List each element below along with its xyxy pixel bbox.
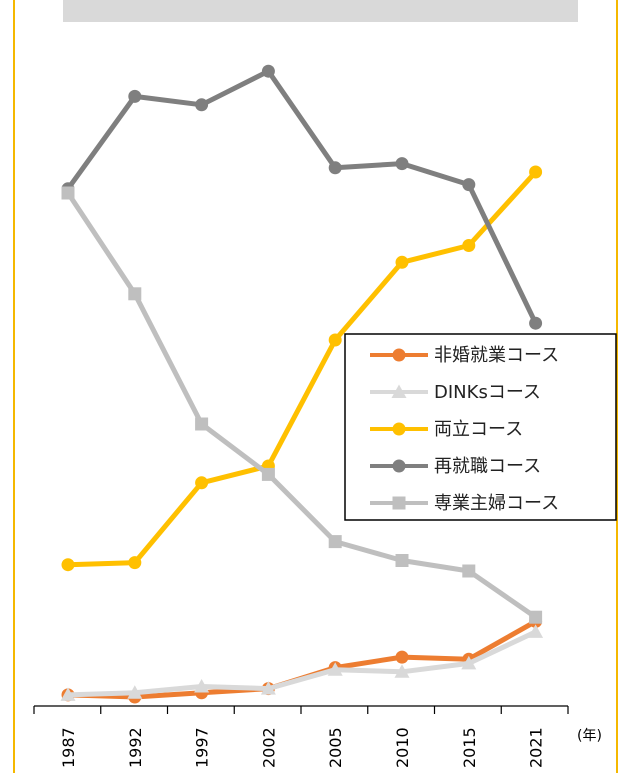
data-point: [60, 687, 76, 701]
data-point: [462, 564, 476, 578]
x-tick-label: 1997: [193, 727, 212, 768]
legend-marker: [391, 384, 407, 398]
data-point: [395, 255, 409, 269]
series-line: [67, 170, 538, 568]
series-layer: [60, 64, 544, 704]
data-point: [195, 98, 209, 112]
data-point: [195, 417, 209, 431]
series-line: [65, 68, 538, 325]
x-axis-unit-label: (年): [577, 728, 602, 744]
data-point: [127, 685, 143, 699]
legend-label: 両立コース: [434, 419, 523, 440]
data-point: [61, 558, 75, 572]
x-tick-label: 2010: [393, 727, 412, 768]
data-point: [462, 178, 476, 192]
data-point: [461, 655, 477, 670]
data-point: [328, 161, 342, 175]
legend-label: 非婚就業コース: [434, 345, 559, 366]
data-point: [528, 624, 544, 638]
x-tick-label: 1992: [126, 727, 145, 768]
data-point: [194, 679, 210, 693]
data-point: [128, 287, 142, 301]
legend-label: 再就職コース: [434, 456, 541, 477]
series-square: [61, 186, 543, 624]
data-point: [261, 64, 275, 78]
data-point: [261, 467, 275, 481]
x-tick-label: 2021: [527, 727, 546, 768]
data-point: [128, 556, 142, 570]
title-banner: [63, 0, 578, 22]
data-point: [529, 610, 543, 624]
data-point: [529, 316, 543, 330]
data-point: [395, 650, 409, 664]
legend-marker: [392, 348, 406, 362]
legend-label: DINKsコース: [434, 382, 541, 403]
data-point: [395, 554, 409, 567]
legend-marker: [392, 422, 406, 436]
data-point: [462, 239, 476, 252]
data-point: [128, 89, 142, 103]
x-tick-label: 1987: [59, 727, 78, 768]
series-circle: [61, 64, 543, 330]
legend-label: 専業主婦コース: [434, 493, 559, 514]
right-frame-border: [616, 0, 618, 773]
x-tick-label: 2005: [326, 727, 345, 768]
data-point: [260, 681, 276, 695]
data-point: [195, 476, 209, 490]
data-point: [328, 333, 342, 347]
data-point: [327, 662, 343, 676]
data-point: [394, 664, 410, 678]
x-axis: 1987 1992 1997 2002 2005 2010 2015 2021 (年): [33, 705, 602, 768]
series-circle: [61, 165, 543, 572]
series-line: [65, 191, 538, 620]
data-point: [529, 165, 543, 179]
data-point: [61, 186, 75, 200]
x-tick-label: 2002: [259, 727, 278, 768]
legend-marker: [392, 459, 406, 473]
x-tick-label: 2015: [460, 727, 479, 768]
data-point: [328, 535, 342, 549]
data-point: [395, 157, 409, 171]
series-line: [67, 629, 537, 698]
left-frame-border: [13, 0, 15, 773]
series-triangle: [60, 624, 544, 701]
legend-marker: [392, 496, 406, 510]
